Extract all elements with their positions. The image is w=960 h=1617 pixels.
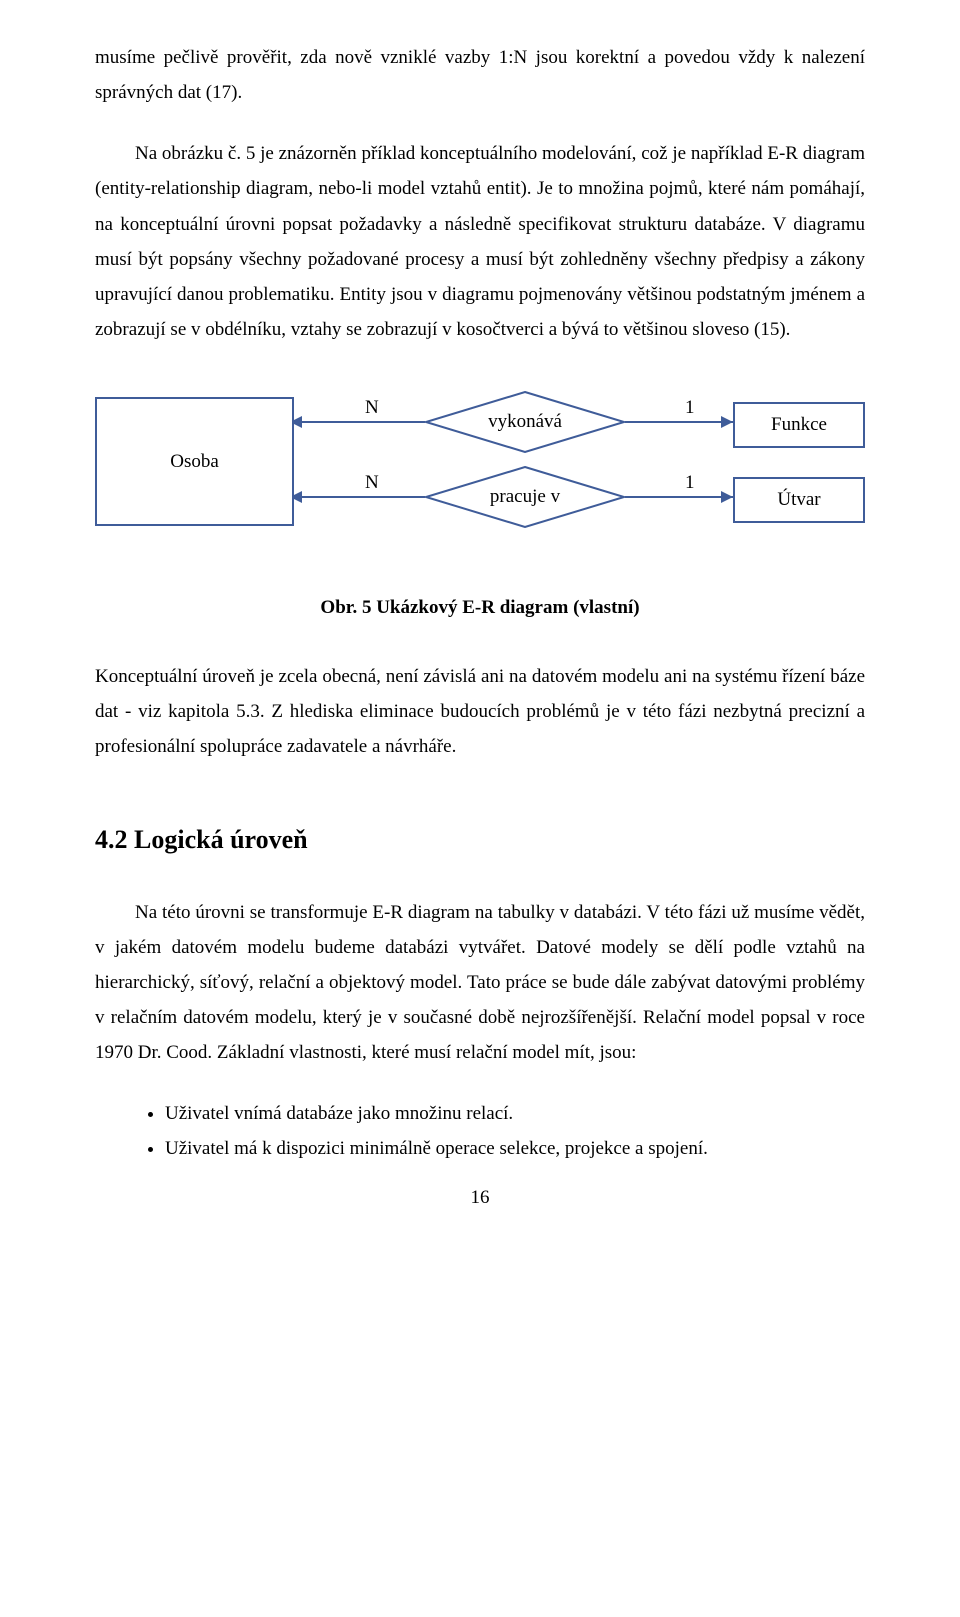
list-item: Uživatel vnímá databáze jako množinu rel… [165,1096,865,1131]
entity-funkce-label: Funkce [771,414,827,436]
section-heading: 4.2 Logická úroveň [95,825,865,855]
paragraph-3: Konceptuální úroveň je zcela obecná, nen… [95,659,865,764]
cardinality-n-bottom: N [365,472,379,494]
cardinality-1-bottom: 1 [685,472,695,494]
entity-osoba-label: Osoba [170,451,219,473]
cardinality-1-top: 1 [685,397,695,419]
bullet-list: Uživatel vnímá databáze jako množinu rel… [95,1096,865,1166]
relation-vykonava-label: vykonává [488,411,562,433]
paragraph-1: musíme pečlivě prověřit, zda nově vznikl… [95,40,865,110]
relation-vykonava: vykonává [425,391,625,453]
entity-utvar: Útvar [733,477,865,523]
cardinality-n-top: N [365,397,379,419]
relation-pracuje: pracuje v [425,466,625,528]
page-number: 16 [95,1187,865,1209]
list-item: Uživatel má k dispozici minimálně operac… [165,1131,865,1166]
entity-utvar-label: Útvar [777,489,820,511]
paragraph-4: Na této úrovni se transformuje E-R diagr… [95,895,865,1071]
entity-osoba: Osoba [95,397,294,526]
figure-caption: Obr. 5 Ukázkový E-R diagram (vlastní) [95,597,865,619]
document-page: musíme pečlivě prověřit, zda nově vznikl… [0,0,960,1249]
entity-funkce: Funkce [733,402,865,448]
paragraph-2: Na obrázku č. 5 je znázorněn příklad kon… [95,136,865,347]
er-diagram: Osoba N N vykonává pracuje v 1 1 Funkce [95,377,865,567]
relation-pracuje-label: pracuje v [490,486,560,508]
